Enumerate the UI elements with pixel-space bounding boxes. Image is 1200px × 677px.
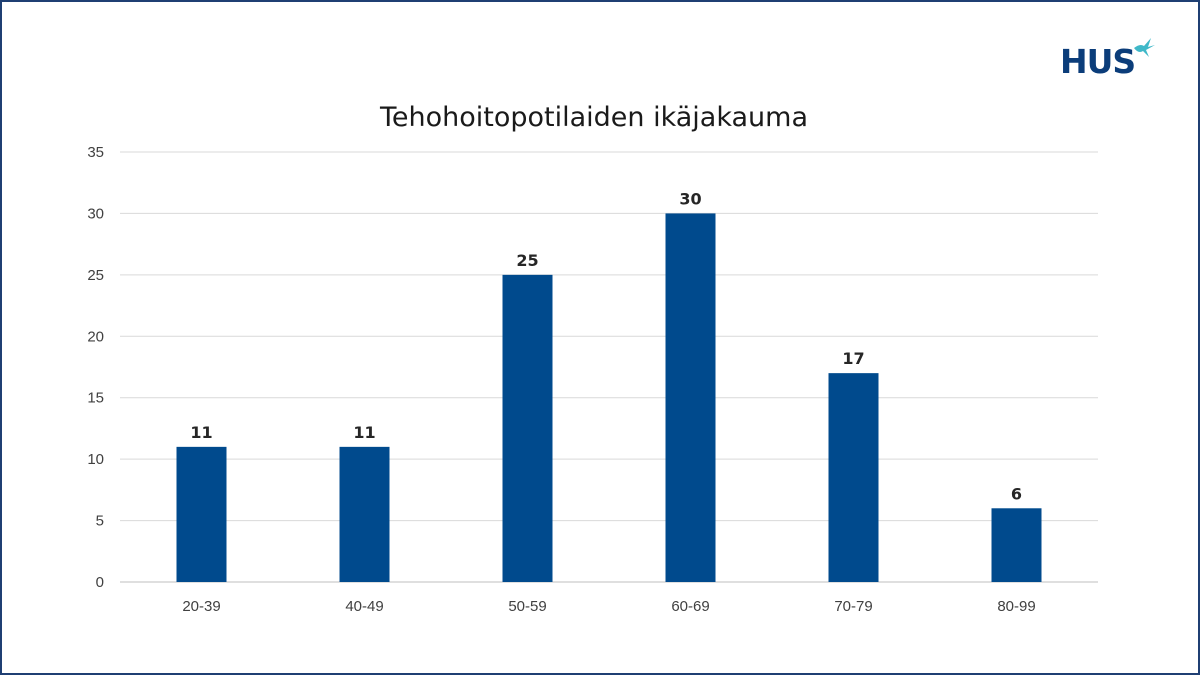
y-tick-label: 15 (87, 390, 104, 407)
logo-text: HUS (1060, 42, 1136, 81)
data-label: 6 (1011, 484, 1022, 503)
data-label: 11 (353, 423, 375, 442)
x-tick-label: 40-49 (345, 598, 383, 615)
x-tick-label: 80-99 (997, 598, 1035, 615)
y-tick-label: 30 (87, 205, 104, 222)
chart-title: Tehohoitopotilaiden ikäjakauma (379, 102, 809, 133)
bar (339, 446, 390, 582)
bar (176, 446, 227, 582)
y-tick-label: 0 (96, 574, 104, 591)
y-tick-label: 35 (87, 144, 104, 161)
y-tick-label: 10 (87, 451, 104, 468)
data-label: 17 (842, 349, 864, 368)
bar (828, 373, 879, 582)
bar (991, 508, 1042, 582)
x-tick-label: 50-59 (508, 598, 546, 615)
y-tick-label: 25 (87, 267, 104, 284)
y-tick-label: 20 (87, 328, 104, 345)
hus-logo: HUS (1060, 36, 1160, 84)
y-tick-label: 5 (96, 513, 104, 530)
x-tick-label: 60-69 (671, 598, 709, 615)
bar (502, 274, 553, 582)
bird-icon (1134, 38, 1155, 57)
x-tick-label: 70-79 (834, 598, 872, 615)
x-tick-label: 20-39 (182, 598, 220, 615)
data-label: 11 (190, 423, 212, 442)
bar (665, 213, 716, 582)
data-label: 25 (516, 251, 538, 270)
data-label: 30 (679, 189, 701, 208)
